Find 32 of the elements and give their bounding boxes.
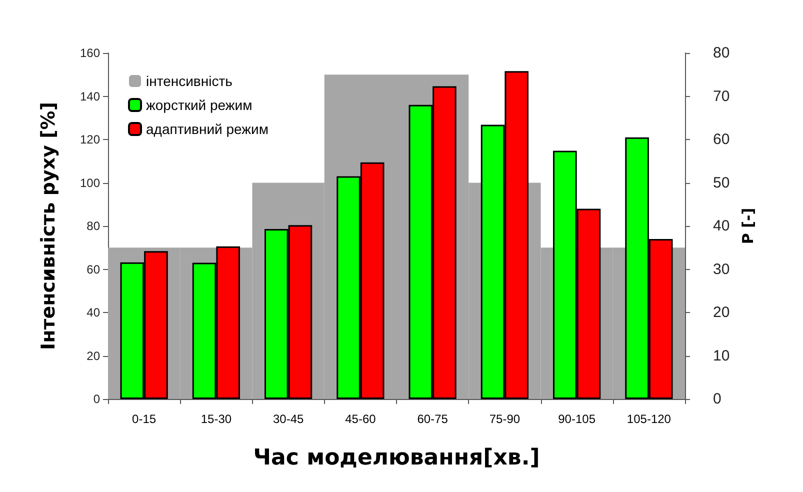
- y2-tick-label: 50: [713, 174, 730, 192]
- y-tick-label: 0: [93, 392, 100, 406]
- y2-tick-label: 10: [713, 347, 730, 364]
- y-tick-label: 100: [80, 176, 100, 190]
- y-tick-label: 20: [86, 348, 100, 363]
- y2-tick-label: 20: [713, 304, 730, 321]
- y2-tick-label: 0: [713, 390, 722, 408]
- y2-tick-label: 70: [713, 88, 730, 105]
- x-tick-label: 0-15: [132, 412, 156, 426]
- legend-label: жорсткий режим: [146, 97, 252, 113]
- y2-tick-label: 40: [713, 218, 730, 234]
- y-tick-label: 120: [80, 132, 100, 146]
- y2-tick-label: 60: [713, 131, 730, 148]
- y-tick-label: 80: [86, 219, 100, 233]
- x-tick-label: 15-30: [200, 412, 232, 426]
- y-axis-title: Інтенсивність руху [%]: [38, 102, 60, 350]
- y2-tick-label: 30: [713, 260, 730, 278]
- x-tick-label: 45-60: [345, 412, 376, 426]
- legend-label: інтенсивність: [146, 73, 232, 89]
- x-tick-label: 75-90: [489, 412, 520, 426]
- y-tick-label: 60: [86, 262, 100, 276]
- y2-axis-title: P [-]: [739, 208, 758, 244]
- x-tick-label: 60-75: [417, 412, 448, 426]
- x-tick-label: 105-120: [626, 412, 672, 426]
- y-tick-label: 40: [86, 306, 100, 320]
- y2-tick-label: 80: [713, 44, 730, 62]
- legend-label: адаптивний режим: [146, 121, 268, 137]
- y-tick-label: 160: [80, 46, 100, 60]
- x-tick-label: 30-45: [272, 412, 304, 426]
- y-tick-label: 140: [80, 89, 100, 104]
- x-tick-label: 90-105: [558, 412, 596, 426]
- x-axis-title: Час моделювання[хв.]: [253, 446, 540, 470]
